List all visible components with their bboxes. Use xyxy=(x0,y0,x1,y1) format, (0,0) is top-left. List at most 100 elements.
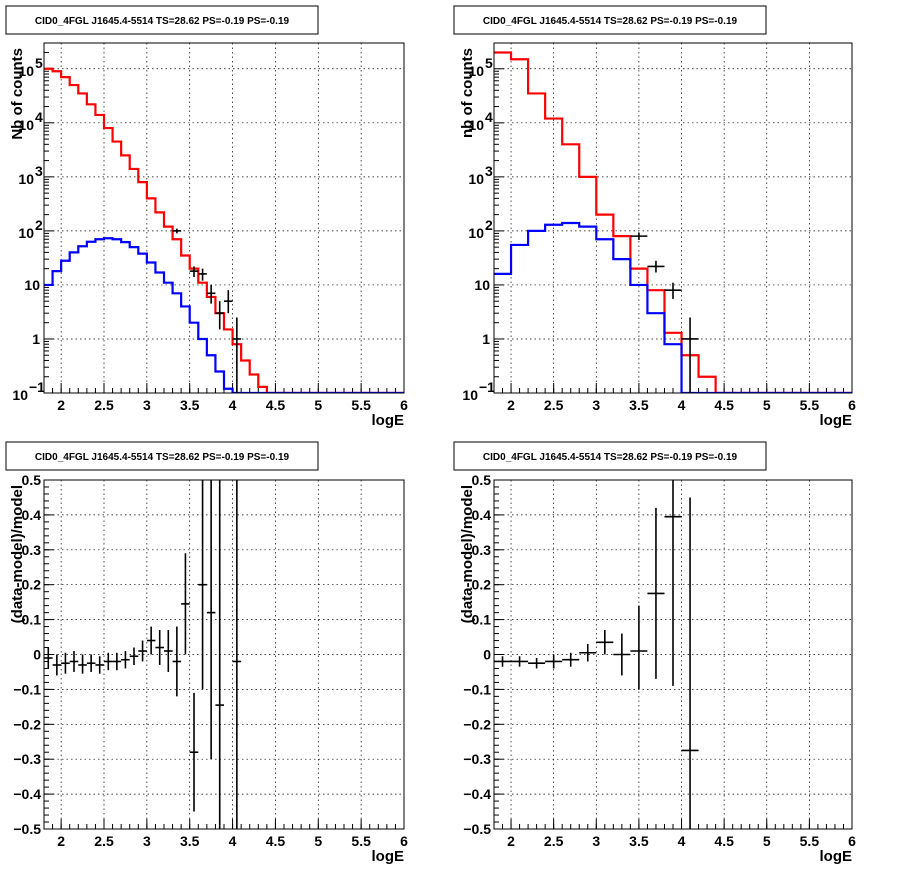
data-point xyxy=(86,654,96,672)
y-tick-label-base: 10 xyxy=(18,225,34,241)
histogram-series-1 xyxy=(44,67,404,393)
x-tick-label: 4 xyxy=(678,397,686,413)
x-tick-label: 5.5 xyxy=(351,833,371,849)
data-point xyxy=(562,652,580,667)
data-point xyxy=(630,605,648,690)
y-tick-label-base: 10 xyxy=(12,387,28,403)
x-tick-label: 2.5 xyxy=(94,397,114,413)
y-tick-label: −0.2 xyxy=(463,716,491,732)
chart-panel-4: CID0_4FGL J1645.4-5514 TS=28.62 PS=-0.19… xyxy=(453,441,856,865)
y-tick-label-exponent: 3 xyxy=(35,163,43,179)
data-point xyxy=(78,654,87,674)
plot-frame xyxy=(493,42,853,394)
y-tick-label: 0 xyxy=(483,647,491,663)
x-tick-label: 3.5 xyxy=(629,397,649,413)
data-point xyxy=(129,647,139,665)
chart-title-box xyxy=(5,441,319,471)
x-tick-label: 2 xyxy=(507,833,515,849)
x-tick-label: 3 xyxy=(592,397,600,413)
histogram-series-1 xyxy=(494,51,852,393)
chart-panel-2: CID0_4FGL J1645.4-5514 TS=28.62 PS=-0.19… xyxy=(453,5,856,429)
y-tick-label-base: 10 xyxy=(18,117,34,133)
x-tick-label: 6 xyxy=(400,397,408,413)
x-tick-label: 2 xyxy=(507,397,515,413)
y-tick-label-base: 10 xyxy=(468,171,484,187)
x-tick-label: 6 xyxy=(400,833,408,849)
data-point xyxy=(664,480,682,686)
x-tick-label: 3.5 xyxy=(180,833,200,849)
data-point xyxy=(664,282,682,299)
y-tick-label: 0 xyxy=(33,647,41,663)
y-tick-label-exponent: 2 xyxy=(35,217,43,233)
data-point xyxy=(206,480,216,760)
y-tick-label-exponent: 4 xyxy=(485,109,493,125)
histogram-series-2 xyxy=(494,221,852,393)
y-tick-label: 1 xyxy=(32,331,40,347)
data-point xyxy=(189,692,199,812)
data-point xyxy=(104,652,113,671)
x-tick-label: 3.5 xyxy=(180,397,200,413)
x-tick-label: 4 xyxy=(229,397,237,413)
y-tick-label: 0.5 xyxy=(472,472,492,488)
y-axis-title: Nb of counts xyxy=(9,48,26,140)
histogram-series-2 xyxy=(44,237,404,393)
x-tick-label: 5.5 xyxy=(351,397,371,413)
data-point xyxy=(121,651,130,669)
x-tick-label: 2.5 xyxy=(544,397,564,413)
data-point xyxy=(112,652,122,671)
data-point xyxy=(215,480,224,829)
data-point xyxy=(613,633,631,676)
y-tick-label-exponent: 5 xyxy=(35,55,43,71)
y-tick-label-base: 10 xyxy=(468,117,484,133)
plot-frame xyxy=(493,479,853,830)
data-point xyxy=(647,260,665,273)
data-point xyxy=(206,284,216,304)
data-point xyxy=(181,553,190,655)
y-tick-label: −0.5 xyxy=(463,821,491,837)
data-point xyxy=(95,656,104,674)
data-point xyxy=(681,317,699,393)
x-axis-title: logE xyxy=(372,412,405,429)
data-point xyxy=(630,232,648,240)
y-tick-label-exponent: 4 xyxy=(35,109,43,125)
y-tick-label-base: 10 xyxy=(18,171,34,187)
y-tick-label: −0.2 xyxy=(13,716,41,732)
data-point xyxy=(172,626,182,697)
y-tick-label: 0.2 xyxy=(22,577,42,593)
chart-title-box xyxy=(453,5,767,35)
y-tick-label-exponent: 2 xyxy=(485,217,493,233)
chart-panel-1: CID0_4FGL J1645.4-5514 TS=28.62 PS=-0.19… xyxy=(5,5,408,429)
plot-area xyxy=(494,51,852,393)
x-tick-label: 3 xyxy=(143,397,151,413)
x-tick-label: 3 xyxy=(143,833,151,849)
data-point xyxy=(596,630,614,655)
x-tick-label: 5.5 xyxy=(800,833,820,849)
data-point xyxy=(528,657,546,669)
data-point xyxy=(545,654,563,669)
data-point xyxy=(138,640,147,662)
x-tick-label: 4.5 xyxy=(714,397,734,413)
y-tick-label-exponent: −1 xyxy=(479,379,495,395)
y-tick-label: −0.1 xyxy=(463,681,491,697)
data-point xyxy=(198,480,207,690)
data-point xyxy=(494,656,512,667)
y-tick-label: −0.3 xyxy=(463,751,491,767)
x-tick-label: 4 xyxy=(229,833,237,849)
y-tick-label: 10 xyxy=(24,277,40,293)
y-tick-label-base: 10 xyxy=(462,387,478,403)
y-tick-label-base: 10 xyxy=(468,63,484,79)
data-point xyxy=(198,268,207,281)
y-tick-label-exponent: −1 xyxy=(29,379,45,395)
x-tick-label: 2.5 xyxy=(544,833,564,849)
data-point xyxy=(189,266,199,278)
chart-panel-3: CID0_4FGL J1645.4-5514 TS=28.62 PS=-0.19… xyxy=(5,441,408,865)
data-point xyxy=(232,480,242,829)
y-tick-label-base: 10 xyxy=(468,225,484,241)
x-tick-label: 5 xyxy=(314,397,322,413)
y-axis-title: nb of counts xyxy=(459,48,476,138)
y-tick-label-exponent: 3 xyxy=(485,163,493,179)
chart-title-box xyxy=(453,441,767,471)
chart-title: CID0_4FGL J1645.4-5514 TS=28.62 PS=-0.19… xyxy=(483,452,738,463)
y-tick-label: −0.5 xyxy=(13,821,41,837)
